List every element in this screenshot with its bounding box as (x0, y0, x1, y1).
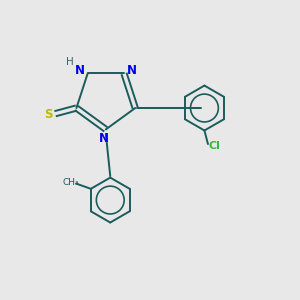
Text: H: H (65, 57, 73, 67)
Text: N: N (99, 132, 110, 145)
Text: S: S (44, 108, 53, 121)
Text: N: N (127, 64, 137, 77)
Text: CH₃: CH₃ (63, 178, 80, 187)
Text: Cl: Cl (209, 141, 221, 151)
Text: N: N (74, 64, 84, 77)
